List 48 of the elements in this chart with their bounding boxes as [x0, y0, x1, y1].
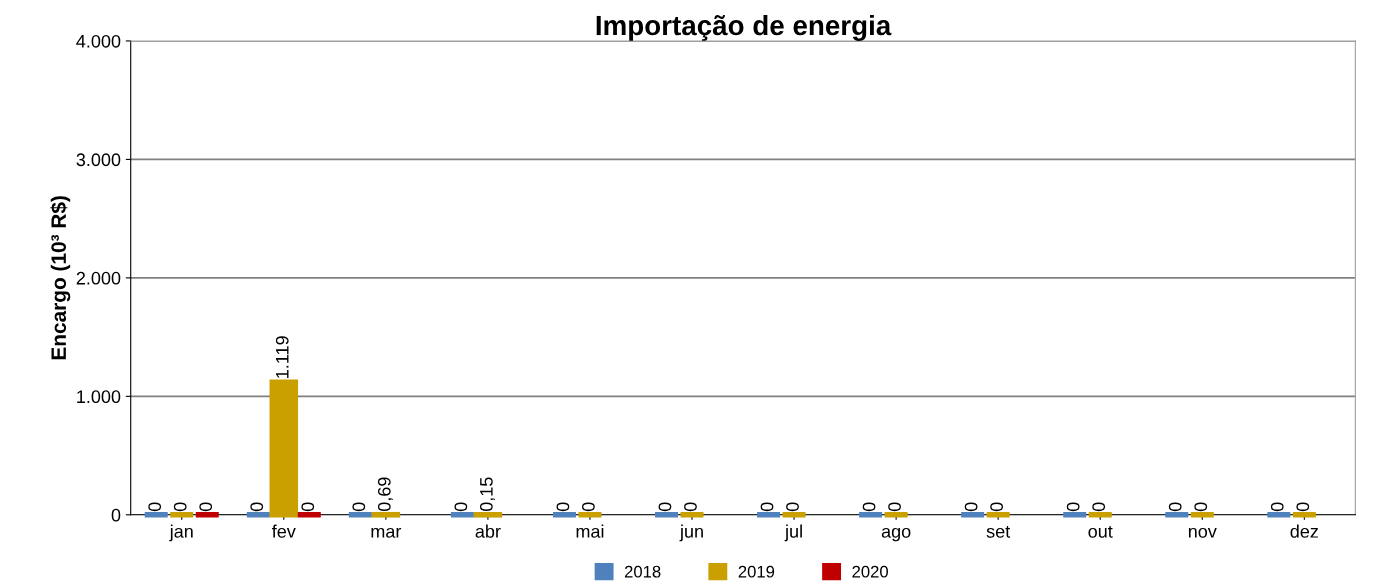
legend-label: 2018 [624, 565, 661, 578]
x-tick-label: nov [1188, 527, 1217, 538]
data-label: 0 [862, 502, 876, 512]
data-label: 0 [148, 502, 162, 512]
data-label: 1.119 [275, 336, 289, 378]
data-label: 0 [990, 502, 1004, 512]
data-label: 0 [1066, 502, 1080, 512]
chart-title: Importação de energia [596, 14, 892, 41]
y-tick-label: 2.000 [76, 271, 121, 285]
legend-label: 2020 [852, 565, 888, 578]
x-tick-label: mai [576, 524, 604, 538]
y-tick-label: 0 [111, 508, 121, 522]
x-tick-label: fev [272, 524, 296, 538]
x-tick-label: ago [881, 527, 911, 542]
data-label: 0 [964, 502, 978, 512]
data-label: 0 [454, 502, 468, 512]
x-tick-label: abr [475, 524, 501, 538]
data-label: 0 [556, 502, 570, 512]
data-label: 0 [1194, 502, 1208, 512]
x-tick-label: mar [371, 527, 402, 538]
data-label: 0 [1270, 502, 1284, 512]
x-tick-label: dez [1290, 524, 1318, 538]
data-label: 0 [1092, 502, 1106, 512]
data-label: 0 [888, 502, 901, 512]
x-tick-label: jun [679, 524, 703, 542]
x-tick-label: jul [784, 524, 802, 542]
data-label: 0 [1296, 502, 1310, 512]
data-label: 0 [199, 502, 213, 512]
data-label: 0 [760, 502, 774, 512]
y-tick-label: 4.000 [76, 34, 121, 48]
data-label: 0 [173, 502, 187, 512]
x-tick-label: out [1088, 525, 1113, 538]
data-label: 0,69 [377, 477, 393, 512]
data-label: 0 [658, 502, 672, 512]
x-tick-label: set [986, 525, 1011, 538]
data-label: 0 [352, 502, 366, 512]
y-tick-label: 3.000 [76, 153, 121, 167]
x-tick-label: jan [169, 524, 193, 542]
y-tick-label: 1.000 [77, 390, 121, 404]
legend-label: 2019 [738, 565, 775, 578]
data-label: 0 [1168, 502, 1182, 512]
y-axis-title: Encargo (10³ R$) [50, 196, 71, 360]
data-label: 0 [786, 502, 799, 512]
data-label: 0 [582, 502, 595, 512]
data-label: 0,15 [479, 477, 495, 512]
data-label: 0 [684, 502, 697, 512]
data-label: 0 [301, 502, 315, 512]
data-label: 0 [250, 502, 264, 512]
